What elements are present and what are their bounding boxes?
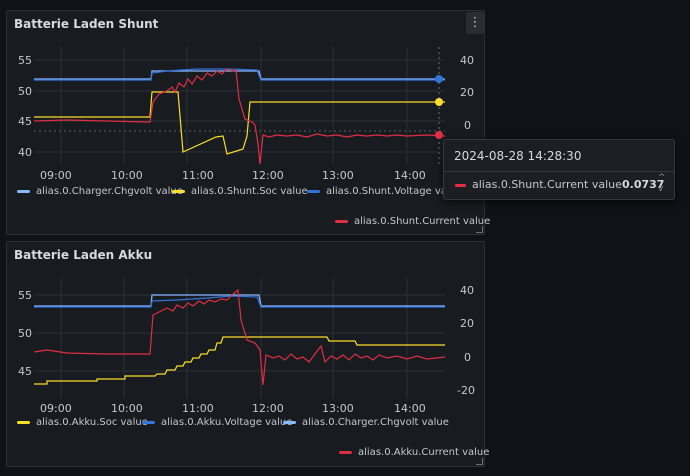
x-tick: 11:00 xyxy=(182,169,214,182)
y-tick-right: 40 xyxy=(460,284,474,297)
y-tick-left: 55 xyxy=(18,289,32,302)
series-akku-current xyxy=(33,288,446,386)
hover-tooltip: 2024-08-28 14:28:30 alias.0.Shunt.Curren… xyxy=(443,139,675,200)
y-tick-left: 40 xyxy=(18,146,32,159)
series-charger-chgvolt xyxy=(34,294,445,307)
series-akku-soc xyxy=(34,336,445,385)
legend-swatch xyxy=(283,421,296,424)
legend-swatch xyxy=(335,220,348,223)
x-tick: 11:00 xyxy=(182,402,214,415)
x-tick: 09:00 xyxy=(40,402,72,415)
hover-point-soc xyxy=(435,98,443,106)
series-shunt-current xyxy=(33,68,446,165)
x-tick: 10:00 xyxy=(111,402,143,415)
legend-swatch xyxy=(339,451,352,454)
legend-label: alias.0.Akku.Current value xyxy=(358,447,490,458)
x-tick: 13:00 xyxy=(322,169,354,182)
chart-akku[interactable]: 55 50 45 40 20 0 -20 09:00 10:00 11:00 1… xyxy=(7,270,486,450)
series-charger-chgvolt xyxy=(34,70,445,80)
resize-handle[interactable] xyxy=(476,226,483,233)
legend-item[interactable]: alias.0.Shunt.Current value xyxy=(335,216,490,227)
legend-label: alias.0.Charger.Chgvolt value xyxy=(36,186,183,197)
legend-swatch xyxy=(307,190,320,193)
series-shunt-soc xyxy=(34,91,445,155)
legend-swatch xyxy=(17,190,30,193)
chart-shunt[interactable]: 55 50 45 40 40 20 0 09:00 10:00 11:00 12… xyxy=(7,39,486,219)
grid xyxy=(34,47,445,164)
y-tick-left: 45 xyxy=(18,115,32,128)
tooltip-time: 2024-08-28 14:28:30 xyxy=(454,149,582,163)
hover-point-current xyxy=(435,131,443,139)
legend-label: alias.0.Shunt.Soc value xyxy=(191,186,308,197)
legend-item[interactable]: alias.0.Charger.Chgvolt value xyxy=(283,417,449,428)
panel-akku: Batterie Laden Akku 55 50 45 40 20 0 -20… xyxy=(6,241,489,467)
series-akku-voltage xyxy=(34,295,445,308)
panel-title: Batterie Laden Akku xyxy=(14,248,153,262)
tooltip-swatch xyxy=(455,184,466,187)
x-tick: 14:00 xyxy=(394,169,426,182)
legend-label: alias.0.Shunt.Voltage value xyxy=(326,186,463,197)
y-tick-right: -20 xyxy=(457,384,475,397)
y-tick-left: 50 xyxy=(18,85,32,98)
y-tick-left: 55 xyxy=(18,54,32,67)
x-tick: 14:00 xyxy=(394,402,426,415)
y-tick-right: 0 xyxy=(464,351,471,364)
y-tick-right: 0 xyxy=(464,119,471,132)
series-shunt-voltage xyxy=(34,68,445,81)
legend-item[interactable]: alias.0.Akku.Soc value xyxy=(17,417,148,428)
legend-label: alias.0.Charger.Chgvolt value xyxy=(302,417,449,428)
legend-swatch xyxy=(172,190,185,193)
y-tick-right: 20 xyxy=(460,86,474,99)
hover-point-voltage xyxy=(435,75,443,83)
y-tick-left: 45 xyxy=(18,365,32,378)
tooltip-scroll-icon[interactable]: ^ v xyxy=(658,173,666,194)
legend-item[interactable]: alias.0.Shunt.Soc value xyxy=(172,186,308,197)
y-tick-right: 20 xyxy=(460,317,474,330)
legend-label: alias.0.Akku.Voltage value xyxy=(161,417,293,428)
legend-swatch xyxy=(17,421,30,424)
legend-label: alias.0.Akku.Soc value xyxy=(36,417,148,428)
panel-menu-icon[interactable]: ⋮ xyxy=(466,12,484,34)
x-tick: 10:00 xyxy=(111,169,143,182)
y-tick-left: 50 xyxy=(18,327,32,340)
legend-item[interactable]: alias.0.Charger.Chgvolt value xyxy=(17,186,183,197)
x-tick: 12:00 xyxy=(252,169,284,182)
legend-item[interactable]: alias.0.Shunt.Voltage value xyxy=(307,186,462,197)
resize-handle[interactable] xyxy=(476,458,483,465)
panel-title: Batterie Laden Shunt xyxy=(14,17,159,31)
legend-item[interactable]: alias.0.Akku.Voltage value xyxy=(142,417,292,428)
tooltip-divider xyxy=(444,171,674,172)
x-tick: 12:00 xyxy=(252,402,284,415)
y-tick-right: 40 xyxy=(460,54,474,67)
tooltip-value: 0.0737 xyxy=(622,178,665,191)
panel-shunt: Batterie Laden Shunt ⋮ 55 50 45 40 40 20… xyxy=(6,10,490,235)
legend-item[interactable]: alias.0.Akku.Current value xyxy=(339,447,489,458)
x-tick: 09:00 xyxy=(40,169,72,182)
legend-swatch xyxy=(142,421,155,424)
x-tick: 13:00 xyxy=(322,402,354,415)
legend-label: alias.0.Shunt.Current value xyxy=(354,216,491,227)
tooltip-series-name: alias.0.Shunt.Current value xyxy=(472,178,622,191)
